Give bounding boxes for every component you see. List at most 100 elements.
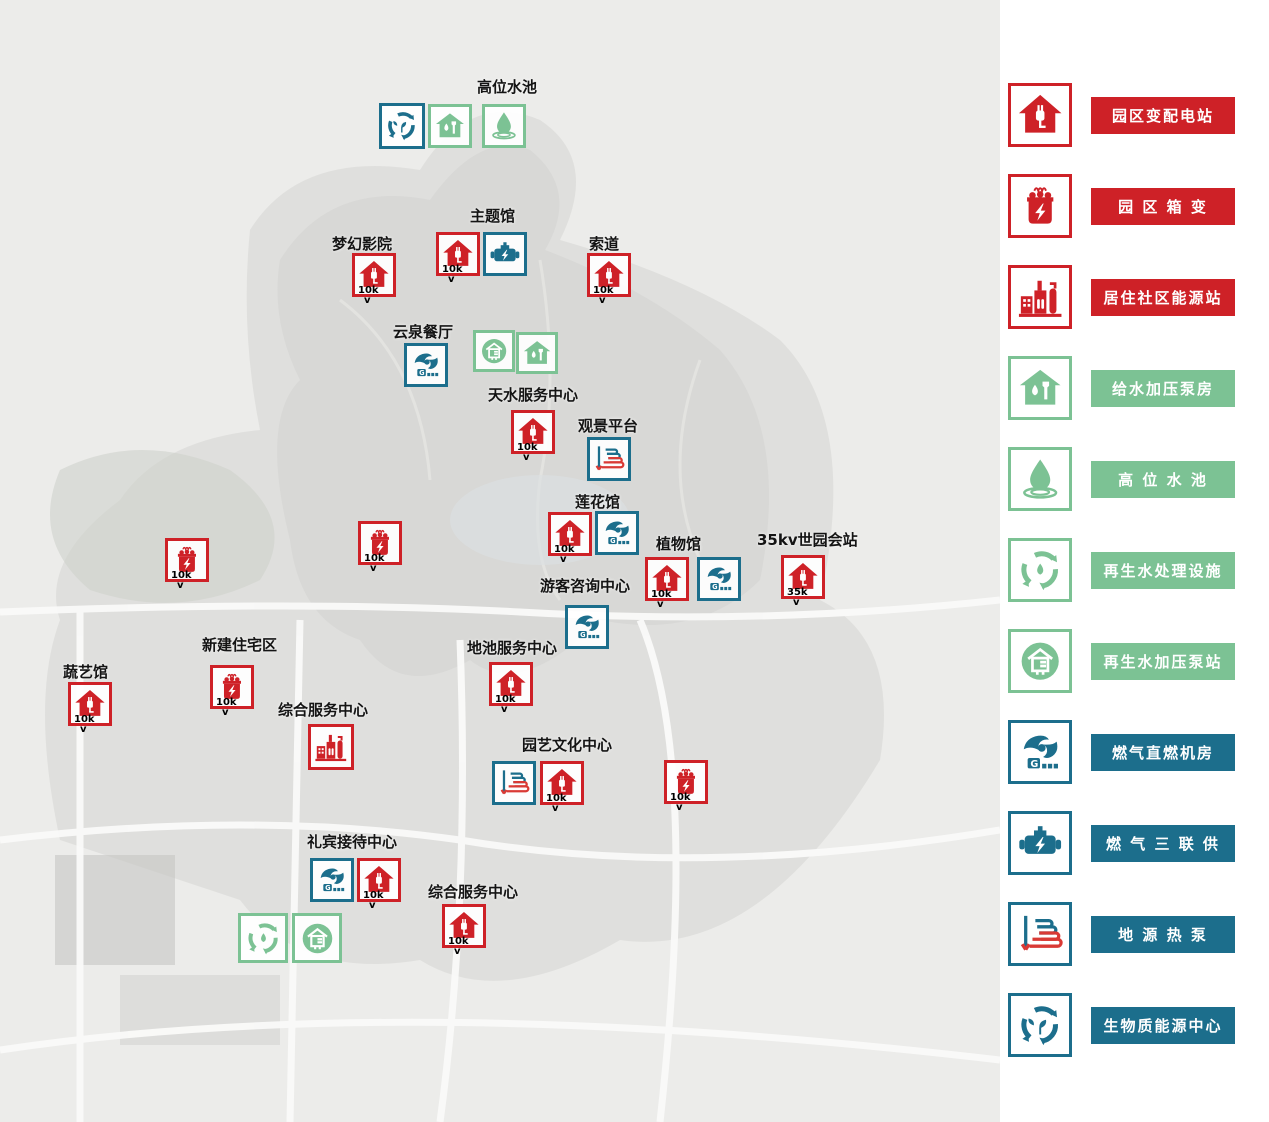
marker-heatpump[interactable] bbox=[587, 437, 631, 481]
pumphouse-icon bbox=[434, 110, 466, 142]
legend-label: 再生水加压泵站 bbox=[1091, 642, 1235, 680]
marker-voltage-label: 10k v bbox=[171, 570, 192, 591]
legend-label: 再生水处理设施 bbox=[1091, 551, 1235, 589]
marker-transformer[interactable]: 10k v bbox=[210, 665, 254, 717]
marker-houseplug[interactable]: 10k v bbox=[540, 761, 584, 813]
map-label: 综合服务中心 bbox=[278, 701, 369, 719]
gasburner-icon bbox=[410, 349, 442, 381]
marker-gasburner[interactable] bbox=[595, 511, 639, 555]
marker-houseplug[interactable]: 10k v bbox=[511, 410, 555, 462]
heatpump-icon bbox=[498, 767, 530, 799]
marker-voltage-label: 10k v bbox=[448, 936, 469, 957]
map-base-art bbox=[0, 111, 1000, 1122]
highwater-icon bbox=[1017, 456, 1063, 502]
circlehouse-icon bbox=[479, 336, 509, 366]
map-legend: 园区变配电站园 区 箱 变居住社区能源站给水加压泵房高 位 水 池再生水处理设施… bbox=[1008, 83, 1258, 1057]
map-label: 索道 bbox=[589, 235, 620, 253]
marker-houseplug[interactable]: 10k v bbox=[68, 682, 112, 734]
biomass-icon bbox=[385, 109, 419, 143]
marker-houseplug[interactable]: 10k v bbox=[352, 253, 396, 305]
legend-icon-box bbox=[1008, 811, 1072, 875]
marker-highwater[interactable] bbox=[482, 104, 526, 148]
marker-circlehouse[interactable] bbox=[292, 913, 342, 963]
marker-voltage-label: 10k v bbox=[74, 714, 95, 735]
marker-houseplug[interactable]: 10k v bbox=[489, 662, 533, 714]
legend-item-transformer: 园 区 箱 变 bbox=[1008, 174, 1258, 238]
legend-icon-box bbox=[1008, 174, 1072, 238]
legend-icon-box bbox=[1008, 83, 1072, 147]
legend-icon-box bbox=[1008, 993, 1072, 1057]
map-label: 梦幻影院 bbox=[332, 235, 393, 253]
map-label: 新建住宅区 bbox=[202, 636, 278, 654]
marker-voltage-label: 35k v bbox=[787, 587, 808, 608]
map-label: 植物馆 bbox=[656, 535, 702, 553]
gasburner-icon bbox=[703, 563, 735, 595]
marker-voltage-label: 10k v bbox=[546, 793, 567, 814]
marker-houseplug[interactable]: 10k v bbox=[436, 232, 480, 284]
marker-recycledrop[interactable] bbox=[238, 913, 288, 963]
map-label: 莲花馆 bbox=[575, 493, 621, 511]
map-label: 35kv世园会站 bbox=[757, 531, 858, 549]
marker-houseplug[interactable]: 10k v bbox=[357, 858, 401, 910]
legend-item-gasburner: 燃气直燃机房 bbox=[1008, 720, 1258, 784]
legend-item-circlehouse: 再生水加压泵站 bbox=[1008, 629, 1258, 693]
map-label: 游客咨询中心 bbox=[540, 577, 631, 595]
marker-voltage-label: 10k v bbox=[651, 589, 672, 610]
legend-item-houseplug: 园区变配电站 bbox=[1008, 83, 1258, 147]
legend-icon-box bbox=[1008, 538, 1072, 602]
marker-houseplug[interactable]: 10k v bbox=[587, 253, 631, 305]
marker-gasburner[interactable] bbox=[565, 605, 609, 649]
legend-label: 园 区 箱 变 bbox=[1091, 187, 1235, 225]
gasburner-icon bbox=[601, 517, 633, 549]
legend-item-factory: 居住社区能源站 bbox=[1008, 265, 1258, 329]
marker-houseplug[interactable]: 10k v bbox=[645, 557, 689, 609]
factory-icon bbox=[1017, 274, 1063, 320]
marker-voltage-label: 10k v bbox=[554, 544, 575, 565]
marker-pumphouse[interactable] bbox=[516, 332, 558, 374]
heatpump-icon bbox=[1017, 911, 1063, 957]
map-label: 地池服务中心 bbox=[467, 639, 558, 657]
circlehouse-icon bbox=[299, 920, 336, 957]
marker-pumphouse[interactable] bbox=[428, 104, 472, 148]
map-label: 云泉餐厅 bbox=[393, 323, 454, 341]
legend-label: 燃气直燃机房 bbox=[1091, 733, 1235, 771]
legend-item-biomass: 生物质能源中心 bbox=[1008, 993, 1258, 1057]
legend-item-recycledrop: 再生水处理设施 bbox=[1008, 538, 1258, 602]
engine-icon bbox=[1017, 820, 1063, 866]
legend-item-engine: 燃 气 三 联 供 bbox=[1008, 811, 1258, 875]
marker-engine[interactable] bbox=[483, 232, 527, 276]
marker-voltage-label: 10k v bbox=[593, 285, 614, 306]
legend-label: 园区变配电站 bbox=[1091, 96, 1235, 134]
marker-transformer[interactable]: 10k v bbox=[358, 521, 402, 573]
marker-houseplug[interactable]: 10k v bbox=[442, 904, 486, 956]
legend-icon-box bbox=[1008, 356, 1072, 420]
marker-heatpump[interactable] bbox=[492, 761, 536, 805]
pumphouse-icon bbox=[522, 338, 552, 368]
recycledrop-icon bbox=[245, 920, 282, 957]
houseplug-icon bbox=[1017, 92, 1063, 138]
engine-icon bbox=[489, 238, 521, 270]
legend-label: 高 位 水 池 bbox=[1091, 460, 1235, 498]
marker-factory[interactable] bbox=[308, 724, 354, 770]
factory-icon bbox=[314, 730, 348, 764]
marker-voltage-label: 10k v bbox=[364, 553, 385, 574]
marker-transformer[interactable]: 10k v bbox=[165, 538, 209, 590]
map-label: 综合服务中心 bbox=[428, 883, 519, 901]
marker-gasburner[interactable] bbox=[404, 343, 448, 387]
legend-label: 给水加压泵房 bbox=[1091, 369, 1235, 407]
legend-icon-box bbox=[1008, 629, 1072, 693]
marker-gasburner[interactable] bbox=[310, 858, 354, 902]
marker-houseplug[interactable]: 10k v bbox=[548, 512, 592, 564]
marker-gasburner[interactable] bbox=[697, 557, 741, 601]
gasburner-icon bbox=[316, 864, 348, 896]
marker-circlehouse[interactable] bbox=[473, 330, 515, 372]
marker-houseplug[interactable]: 35k v bbox=[781, 555, 825, 607]
map-label: 观景平台 bbox=[578, 417, 639, 435]
marker-voltage-label: 10k v bbox=[358, 285, 379, 306]
marker-transformer[interactable]: 10k v bbox=[664, 760, 708, 812]
marker-voltage-label: 10k v bbox=[495, 694, 516, 715]
circlehouse-icon bbox=[1017, 638, 1063, 684]
marker-biomass[interactable] bbox=[379, 103, 425, 149]
map-label: 主题馆 bbox=[470, 207, 516, 225]
